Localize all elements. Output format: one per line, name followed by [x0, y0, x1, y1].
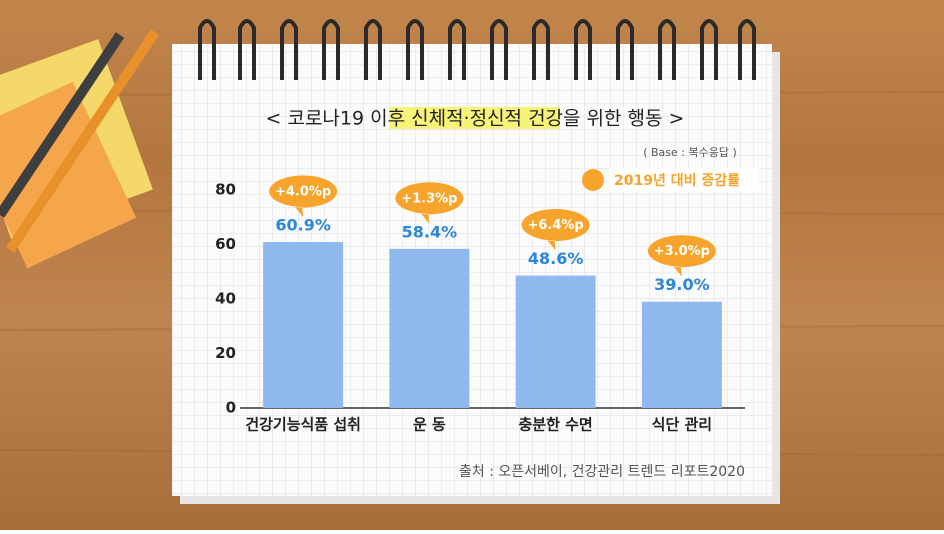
value-label: 39.0% — [654, 275, 710, 294]
chart-subtitle: ( Base : 복수응답 ) — [643, 146, 737, 159]
x-tick-label: 식단 관리 — [652, 416, 712, 434]
y-tick-label: 20 — [215, 344, 236, 362]
bar — [515, 275, 596, 408]
change-bubble — [395, 182, 464, 224]
chart-title: < 코로나19 이후 신체적·정신적 건강을 위한 행동 > — [266, 108, 685, 130]
y-tick-label: 0 — [226, 399, 236, 417]
legend-label: 2019년 대비 증감률 — [614, 172, 740, 189]
x-tick-label: 운 동 — [413, 416, 446, 434]
change-bubble — [647, 235, 716, 277]
bar — [263, 242, 344, 408]
legend-marker — [582, 169, 604, 191]
change-label: +6.4%p — [527, 218, 583, 233]
y-tick-label: 40 — [215, 290, 236, 308]
change-bubble — [521, 209, 590, 251]
stationery — [0, 29, 160, 269]
x-tick-label: 충분한 수면 — [519, 416, 593, 434]
y-tick-label: 60 — [215, 235, 236, 253]
y-tick-label: 80 — [215, 181, 236, 199]
bar — [641, 301, 722, 408]
bar — [389, 248, 470, 408]
spiral-rings — [198, 19, 756, 80]
title-highlight — [390, 107, 560, 129]
change-label: +4.0%p — [275, 185, 331, 200]
x-tick-label: 건강기능식품 섭취 — [245, 416, 361, 434]
change-bubble — [269, 175, 338, 218]
value-label: 48.6% — [528, 249, 584, 268]
source-note: 출처 : 오픈서베이, 건강관리 트렌드 리포트2020 — [459, 464, 745, 480]
change-label: +3.0%p — [654, 244, 710, 259]
change-label: +1.3%p — [401, 191, 457, 206]
value-label: 60.9% — [275, 216, 331, 235]
legend-box — [609, 168, 759, 192]
value-label: 58.4% — [402, 222, 458, 241]
